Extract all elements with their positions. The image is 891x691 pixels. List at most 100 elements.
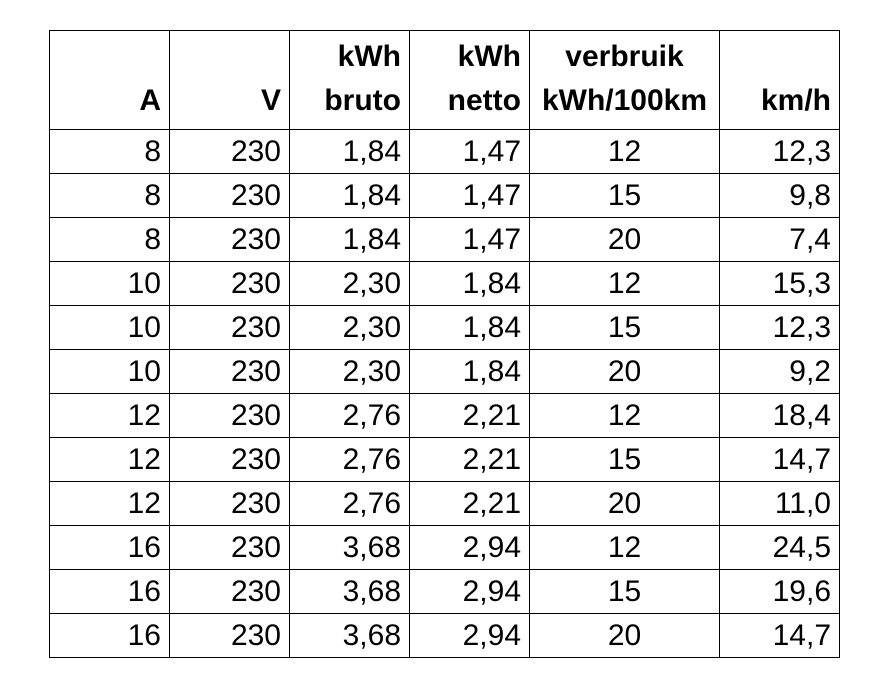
cell-ampere: 8 [49,129,170,174]
cell-kwh-netto: 1,84 [409,261,530,306]
cell-volt: 230 [169,393,290,438]
header-row: A V kWh bruto kWh netto verbruik kWh/100… [49,30,840,130]
cell-kwh-bruto: 2,30 [289,305,410,350]
table-row: 12 230 2,76 2,21 12 18,4 [49,393,840,438]
cell-ampere: 10 [49,349,170,394]
cell-kmh: 14,7 [719,613,840,658]
cell-volt: 230 [169,525,290,570]
cell-kwh-bruto: 3,68 [289,613,410,658]
table-row: 16 230 3,68 2,94 12 24,5 [49,525,840,570]
cell-kwh-bruto: 1,84 [289,173,410,218]
cell-kwh-bruto: 3,68 [289,525,410,570]
cell-verbruik: 20 [529,217,720,262]
header-cell-kwh-netto: kWh netto [409,30,530,130]
table-row: 10 230 2,30 1,84 20 9,2 [49,349,840,394]
cell-volt: 230 [169,217,290,262]
cell-ampere: 16 [49,613,170,658]
cell-volt: 230 [169,481,290,526]
header-cell-ampere: A [49,30,170,130]
header-line2: kWh/100km [541,84,708,117]
cell-kwh-netto: 1,47 [409,217,530,262]
header-line2: km/h [760,84,831,117]
cell-ampere: 10 [49,261,170,306]
header-line1: kWh [457,40,521,73]
cell-volt: 230 [169,173,290,218]
cell-ampere: 16 [49,525,170,570]
header-cell-kwh-bruto: kWh bruto [289,30,410,130]
cell-volt: 230 [169,129,290,174]
cell-kmh: 12,3 [719,129,840,174]
table-row: 12 230 2,76 2,21 15 14,7 [49,437,840,482]
cell-kwh-netto: 1,47 [409,173,530,218]
table-row: 16 230 3,68 2,94 20 14,7 [49,613,840,658]
cell-kwh-bruto: 2,30 [289,349,410,394]
cell-ampere: 12 [49,437,170,482]
cell-verbruik: 15 [529,569,720,614]
table-row: 8 230 1,84 1,47 12 12,3 [49,129,840,174]
cell-volt: 230 [169,349,290,394]
cell-kwh-bruto: 3,68 [289,569,410,614]
cell-kmh: 18,4 [719,393,840,438]
cell-kmh: 14,7 [719,437,840,482]
header-line1: kWh [337,40,401,73]
table-row: 16 230 3,68 2,94 15 19,6 [49,569,840,614]
cell-kmh: 24,5 [719,525,840,570]
cell-verbruik: 15 [529,437,720,482]
cell-kmh: 19,6 [719,569,840,614]
header-cell-verbruik: verbruik kWh/100km [529,30,720,130]
cell-kmh: 7,4 [719,217,840,262]
cell-volt: 230 [169,437,290,482]
cell-volt: 230 [169,569,290,614]
cell-kmh: 9,2 [719,349,840,394]
cell-volt: 230 [169,613,290,658]
cell-kwh-netto: 2,21 [409,393,530,438]
cell-ampere: 8 [49,217,170,262]
cell-verbruik: 12 [529,261,720,306]
cell-kwh-bruto: 1,84 [289,217,410,262]
cell-kmh: 9,8 [719,173,840,218]
cell-kwh-bruto: 1,84 [289,129,410,174]
cell-kwh-netto: 1,84 [409,305,530,350]
cell-ampere: 16 [49,569,170,614]
cell-kwh-netto: 2,94 [409,613,530,658]
cell-kwh-bruto: 2,76 [289,393,410,438]
table-row: 12 230 2,76 2,21 20 11,0 [49,481,840,526]
cell-kwh-netto: 2,94 [409,525,530,570]
cell-volt: 230 [169,261,290,306]
cell-kwh-bruto: 2,30 [289,261,410,306]
header-cell-volt: V [169,30,290,130]
header-line2: bruto [324,84,401,117]
cell-verbruik: 20 [529,613,720,658]
table-row: 8 230 1,84 1,47 15 9,8 [49,173,840,218]
table-body: 8 230 1,84 1,47 12 12,3 8 230 1,84 1,47 15 9,8 8 230 1… [49,129,840,658]
cell-verbruik: 12 [529,129,720,174]
header-line2: A [139,84,161,117]
cell-verbruik: 15 [529,305,720,350]
cell-kmh: 12,3 [719,305,840,350]
header-line2: netto [447,84,521,117]
cell-volt: 230 [169,305,290,350]
cell-kwh-netto: 2,21 [409,481,530,526]
cell-kwh-bruto: 2,76 [289,481,410,526]
table-row: 8 230 1,84 1,47 20 7,4 [49,217,840,262]
cell-kmh: 11,0 [719,481,840,526]
cell-kwh-netto: 1,47 [409,129,530,174]
table-row: 10 230 2,30 1,84 12 15,3 [49,261,840,306]
cell-ampere: 10 [49,305,170,350]
cell-ampere: 8 [49,173,170,218]
header-line1: verbruik [565,40,684,73]
cell-kwh-netto: 1,84 [409,349,530,394]
cell-kwh-netto: 2,21 [409,437,530,482]
cell-verbruik: 12 [529,393,720,438]
cell-kmh: 15,3 [719,261,840,306]
cell-ampere: 12 [49,481,170,526]
header-cell-kmh: km/h [719,30,840,130]
cell-verbruik: 15 [529,173,720,218]
cell-verbruik: 20 [529,481,720,526]
charging-table: A V kWh bruto kWh netto verbruik kWh/100… [49,30,840,658]
header-line2: V [260,84,281,117]
cell-kwh-bruto: 2,76 [289,437,410,482]
cell-kwh-netto: 2,94 [409,569,530,614]
cell-verbruik: 12 [529,525,720,570]
cell-verbruik: 20 [529,349,720,394]
